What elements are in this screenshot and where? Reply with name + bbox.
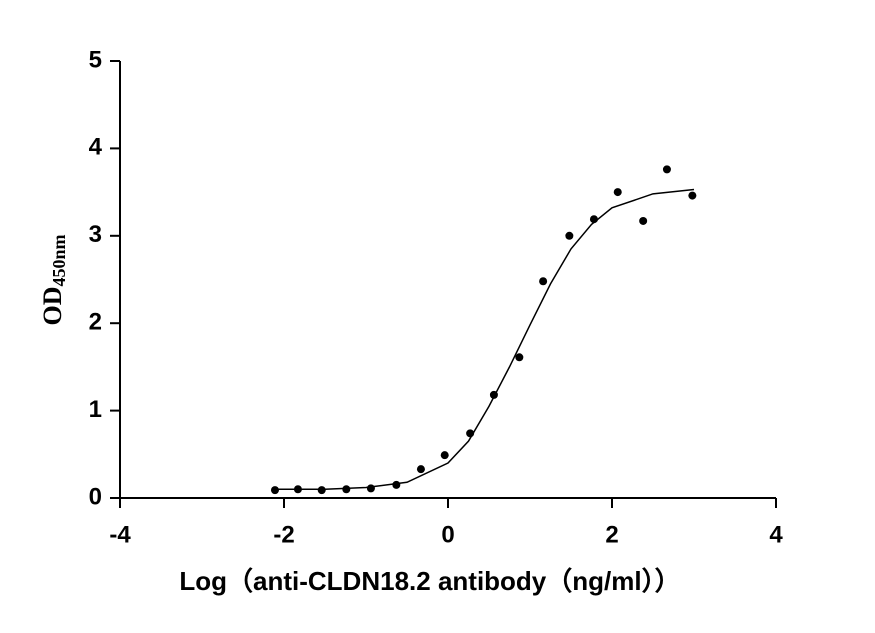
y-tick-label: 5 (89, 46, 102, 73)
data-point (589, 215, 598, 224)
x-tick-label: 4 (769, 521, 783, 548)
x-tick-label: -2 (273, 521, 294, 548)
data-point (639, 216, 648, 225)
y-axis-label: OD450nm (38, 234, 69, 325)
data-point (613, 188, 622, 197)
data-point (293, 485, 302, 494)
data-point (317, 486, 326, 495)
data-point (565, 231, 574, 240)
data-point (366, 484, 375, 493)
data-point (515, 353, 524, 362)
data-point (392, 480, 401, 489)
y-tick-label: 1 (89, 396, 102, 423)
y-axis-label-sub: 450nm (49, 234, 69, 286)
data-point (270, 486, 279, 495)
data-point (416, 465, 425, 474)
data-point (539, 277, 548, 286)
y-tick-label: 2 (89, 309, 102, 336)
data-point (688, 191, 697, 200)
y-tick-label: 3 (89, 221, 102, 248)
x-tick-label: 2 (605, 521, 618, 548)
data-point (440, 451, 449, 460)
x-tick-label: -4 (109, 521, 131, 548)
data-point (662, 165, 671, 174)
x-axis-label: Log（anti-CLDN18.2 antibody（ng/ml）） (179, 566, 680, 596)
y-tick-label: 0 (89, 483, 102, 510)
data-point (489, 390, 498, 399)
data-point (466, 429, 475, 438)
y-tick-label: 4 (89, 134, 103, 161)
y-axis-label-main: OD (38, 287, 67, 326)
x-tick-label: 0 (441, 521, 454, 548)
fit-curve (275, 188, 695, 491)
data-point (342, 485, 351, 494)
